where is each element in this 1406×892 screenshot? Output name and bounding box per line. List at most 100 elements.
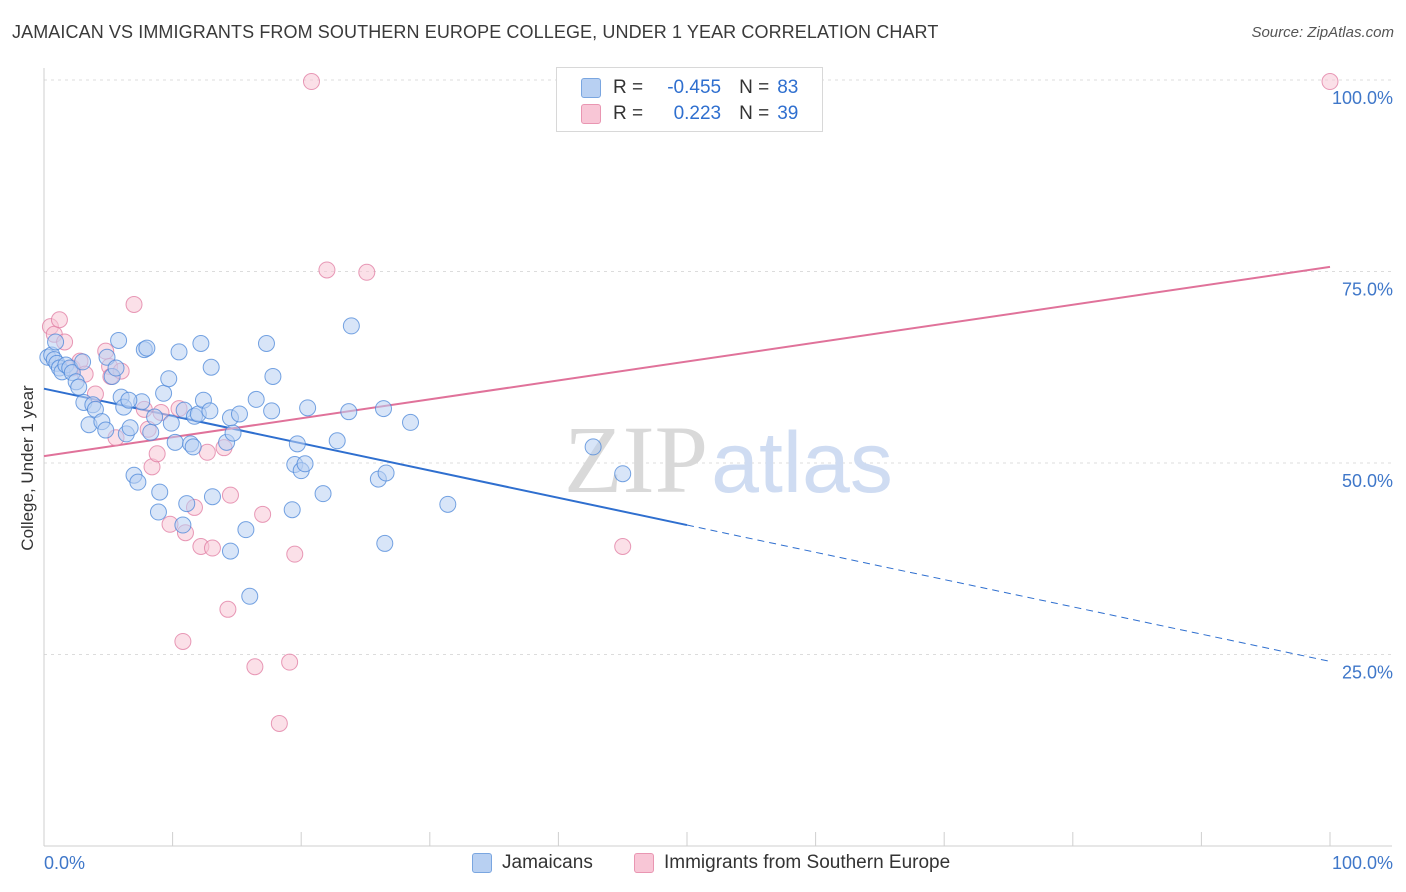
point-jamaican	[247, 390, 265, 408]
correlation-legend: R = -0.455 N = 83 R = 0.223 N = 39	[556, 67, 823, 132]
legend-n-value: 83	[777, 77, 799, 98]
point-jamaican	[375, 400, 393, 418]
point-jamaican	[376, 534, 394, 552]
legend-item-jamaicans[interactable]: Jamaicans	[472, 852, 593, 874]
watermark-zip: ZIP	[564, 406, 708, 513]
point-jamaican	[149, 503, 167, 521]
grid-layer	[44, 79, 1392, 655]
legend-label-jamaicans: Jamaicans	[502, 852, 593, 873]
point-southern-europe	[219, 600, 237, 618]
point-jamaican	[201, 402, 219, 420]
point-southern-europe	[1321, 73, 1339, 91]
point-jamaican	[166, 433, 184, 451]
point-jamaican	[230, 405, 248, 423]
point-jamaican	[162, 414, 180, 432]
series-legend: Jamaicans Immigrants from Southern Europ…	[0, 852, 1406, 876]
point-southern-europe	[614, 537, 632, 555]
point-jamaican	[129, 473, 147, 491]
point-jamaican	[402, 413, 420, 431]
point-jamaican	[237, 521, 255, 539]
point-southern-europe	[281, 653, 299, 671]
legend-r-label: R =	[613, 103, 644, 124]
legend-swatch-pink	[634, 853, 654, 873]
point-southern-europe	[286, 545, 304, 563]
point-southern-europe	[148, 445, 166, 463]
point-jamaican	[614, 465, 632, 483]
source-label: Source: ZipAtlas.com	[1251, 24, 1394, 41]
legend-r-value: 0.223	[673, 103, 722, 124]
point-jamaican	[283, 501, 301, 519]
point-jamaican	[47, 333, 65, 351]
point-jamaican	[151, 483, 169, 501]
legend-row-jamaicans: R = -0.455 N = 83	[581, 76, 798, 100]
point-jamaican	[439, 495, 457, 513]
trend-line-southern-europe	[43, 265, 1331, 458]
y-axis-label: College, Under 1 year	[18, 385, 37, 551]
point-jamaican	[74, 353, 92, 371]
point-jamaican	[340, 403, 358, 421]
point-jamaican	[170, 343, 188, 361]
point-southern-europe	[125, 295, 143, 313]
legend-r-label: R =	[613, 77, 644, 98]
point-jamaican	[192, 335, 210, 353]
point-southern-europe	[358, 263, 376, 281]
legend-row-southern-europe: R = 0.223 N = 39	[581, 102, 798, 126]
point-southern-europe	[302, 73, 320, 91]
point-jamaican	[97, 421, 115, 439]
y-tick-label: 25.0%	[1342, 663, 1393, 683]
point-jamaican	[328, 432, 346, 450]
point-jamaican	[184, 438, 202, 456]
point-jamaican	[257, 335, 275, 353]
point-jamaican	[314, 485, 332, 503]
legend-n-label: N =	[739, 103, 770, 124]
point-jamaican	[70, 378, 88, 396]
point-jamaican	[203, 488, 221, 506]
x-tick-label: 0.0%	[44, 853, 85, 873]
point-jamaican	[377, 464, 395, 482]
point-southern-europe	[174, 632, 192, 650]
point-southern-europe	[221, 486, 239, 504]
legend-item-southern-europe[interactable]: Immigrants from Southern Europe	[634, 852, 950, 874]
point-jamaican	[120, 391, 138, 409]
chart-title: JAMAICAN VS IMMIGRANTS FROM SOUTHERN EUR…	[12, 22, 939, 42]
legend-swatch-pink	[581, 104, 601, 124]
point-jamaican	[296, 455, 314, 473]
point-jamaican	[142, 423, 160, 441]
point-jamaican	[221, 542, 239, 560]
point-jamaican	[342, 317, 360, 335]
tick-label-layer: 25.0% 50.0% 75.0% 100.0% 0.0% 100.0%	[44, 88, 1393, 873]
axes-layer	[43, 68, 1392, 847]
point-jamaican	[288, 435, 306, 453]
point-jamaican	[264, 367, 282, 385]
point-jamaican	[178, 495, 196, 513]
point-jamaican	[224, 424, 242, 442]
legend-r-value: -0.455	[667, 77, 722, 98]
point-jamaican	[138, 339, 156, 357]
legend-n-label: N =	[739, 77, 770, 98]
point-southern-europe	[270, 714, 288, 732]
point-southern-europe	[198, 443, 216, 461]
points-layer	[39, 73, 1339, 732]
watermark: ZIP atlas	[564, 406, 893, 513]
watermark-atlas: atlas	[711, 415, 893, 511]
point-jamaican	[202, 358, 220, 376]
point-southern-europe	[254, 505, 272, 523]
point-jamaican	[241, 587, 259, 605]
point-jamaican	[155, 384, 173, 402]
point-jamaican	[584, 438, 602, 456]
point-jamaican	[110, 331, 128, 349]
point-jamaican	[174, 516, 192, 534]
point-jamaican	[107, 359, 125, 377]
point-jamaican	[299, 399, 317, 417]
point-jamaican	[146, 408, 164, 426]
point-southern-europe	[318, 261, 336, 279]
point-jamaican	[160, 370, 178, 388]
trend-line-jamaicans-extrapolated	[686, 524, 1331, 662]
y-tick-label: 100.0%	[1332, 88, 1393, 108]
point-jamaican	[121, 419, 139, 437]
point-southern-europe	[203, 539, 221, 557]
legend-n-value: 39	[777, 103, 799, 124]
point-southern-europe	[50, 311, 68, 329]
point-jamaican	[263, 402, 281, 420]
